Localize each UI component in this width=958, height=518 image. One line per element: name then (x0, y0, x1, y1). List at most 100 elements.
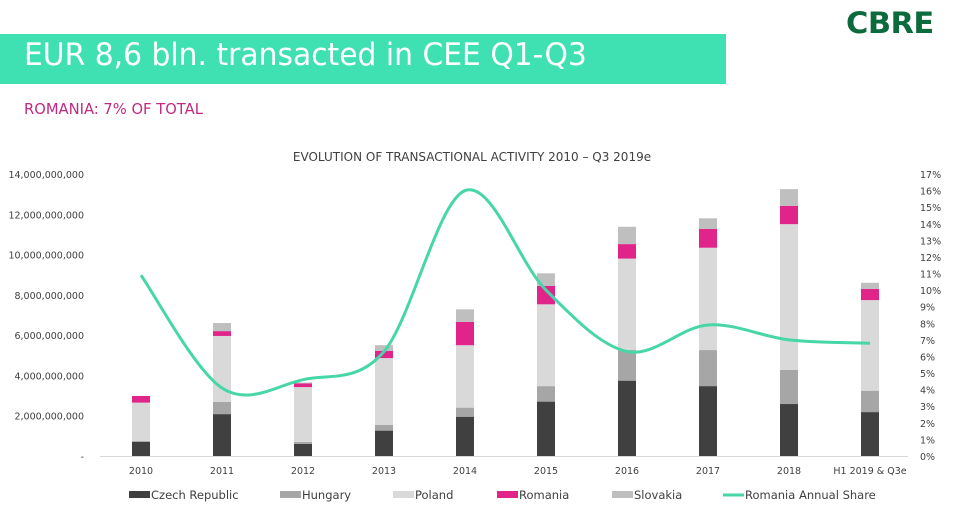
y-tick-label: 2,000,000,000 (14, 412, 84, 423)
y2-tick-label: 1% (920, 435, 935, 446)
y2-tick-label: 6% (920, 352, 935, 363)
bar-segment-hungary (780, 369, 798, 405)
bar-segment-romania (456, 321, 474, 346)
bar-segment-slovakia (375, 345, 393, 351)
legend-item: Romania Annual Share (723, 488, 876, 502)
y2-tick-label: 15% (920, 203, 941, 214)
bar-segment-hungary (618, 350, 636, 381)
legend-swatch (612, 491, 633, 498)
legend-label: Slovakia (634, 488, 682, 502)
bar-segment-czech-republic (537, 401, 555, 456)
bar-segment-romania (132, 395, 150, 403)
chart-legend: Czech Republic Hungary Poland Romania Slovak… (129, 488, 876, 502)
bar-stack (294, 382, 312, 456)
bar-segment-slovakia (780, 189, 798, 206)
y2-tick-label: 8% (920, 319, 935, 330)
y-tick-label: 4,000,000,000 (14, 371, 84, 382)
bar-segment-romania (375, 350, 393, 359)
bar-segment-czech-republic (780, 404, 798, 456)
bar-stack (537, 273, 555, 456)
y2-tick-label: 17% (920, 170, 941, 181)
legend-item: Czech Republic (129, 488, 239, 502)
bar-stack (618, 226, 636, 456)
y-axis-left: - 2,000,000,000 4,000,000,000 6,000,000,000… (8, 170, 84, 463)
legend-label: Poland (415, 488, 453, 502)
bar-segment-romania (213, 331, 231, 336)
y2-tick-label: 2% (920, 419, 935, 430)
bar-stacks (132, 189, 879, 456)
x-tick-label: 2018 (777, 466, 801, 477)
x-tick-label: 2016 (615, 466, 639, 477)
bar-segment-czech-republic (294, 443, 312, 456)
bar-stack (132, 395, 150, 456)
y2-tick-label: 7% (920, 336, 935, 347)
bar-segment-romania (780, 205, 798, 225)
bar-segment-poland (294, 387, 312, 442)
bar-segment-poland (780, 224, 798, 370)
bar-segment-czech-republic (699, 386, 717, 456)
y-tick-label: 10,000,000,000 (8, 251, 84, 262)
y2-tick-label: 5% (920, 369, 935, 380)
y2-tick-label: 9% (920, 303, 935, 314)
bar-segment-hungary (375, 424, 393, 431)
bar-segment-czech-republic (213, 414, 231, 456)
legend-item: Romania (497, 488, 569, 502)
bar-segment-czech-republic (618, 380, 636, 456)
bar-stack (780, 189, 798, 456)
bar-segment-hungary (456, 407, 474, 417)
bar-stack (861, 282, 879, 456)
legend-item: Slovakia (612, 488, 682, 502)
bar-segment-romania (699, 228, 717, 248)
y-tick-label: 12,000,000,000 (8, 210, 84, 221)
x-tick-label: 2014 (453, 466, 477, 477)
cbre-logo: CBRE (846, 6, 934, 40)
bar-segment-slovakia (861, 282, 879, 290)
y2-tick-label: 13% (920, 236, 941, 247)
page-subtitle: ROMANIA: 7% OF TOTAL (24, 100, 203, 118)
y2-tick-label: 14% (920, 220, 941, 231)
y2-tick-label: 11% (920, 270, 941, 281)
legend-swatch (129, 491, 150, 498)
bar-stack (699, 218, 717, 456)
title-banner: EUR 8,6 bln. transacted in CEE Q1-Q3 (0, 34, 726, 84)
bar-segment-slovakia (456, 309, 474, 322)
chart-title: EVOLUTION OF TRANSACTIONAL ACTIVITY 2010… (293, 150, 651, 164)
bar-segment-slovakia (618, 226, 636, 245)
bar-stack (456, 309, 474, 456)
y-axis-right: 0% 1% 2% 3% 4% 5% 6% 7% 8% 9% 10% 11% 12% 13% 14% 15% 16… (920, 170, 941, 463)
legend-label: Romania Annual Share (745, 488, 876, 502)
legend-label: Hungary (302, 488, 351, 502)
bar-segment-romania (294, 383, 312, 388)
y2-tick-label: 16% (920, 187, 941, 198)
bar-segment-poland (132, 402, 150, 441)
bar-segment-hungary (132, 440, 150, 442)
y-tick-label: 14,000,000,000 (8, 170, 84, 181)
y2-tick-label: 3% (920, 402, 935, 413)
bar-segment-slovakia (699, 218, 717, 229)
bar-segment-poland (699, 247, 717, 351)
legend-swatch (497, 491, 518, 498)
bar-segment-poland (456, 345, 474, 408)
legend-swatch (280, 491, 301, 498)
bar-segment-poland (861, 300, 879, 391)
bar-segment-poland (537, 304, 555, 387)
bar-segment-czech-republic (456, 416, 474, 456)
legend-item: Hungary (280, 488, 351, 502)
y2-tick-label: 4% (920, 386, 935, 397)
romania-share-line (139, 188, 871, 397)
y2-tick-label: 12% (920, 253, 941, 264)
x-tick-label: 2012 (291, 466, 315, 477)
legend-swatch (393, 491, 414, 498)
bar-segment-czech-republic (375, 430, 393, 456)
bar-segment-hungary (294, 441, 312, 444)
y-tick-label: 6,000,000,000 (14, 331, 84, 342)
bar-segment-romania (537, 285, 555, 305)
x-tick-label: 2015 (534, 466, 558, 477)
legend-label: Romania (519, 488, 569, 502)
bar-segment-romania (861, 289, 879, 301)
bar-segment-czech-republic (132, 441, 150, 456)
x-tick-label: 2010 (129, 466, 153, 477)
y2-tick-label: 10% (920, 286, 941, 297)
x-tick-label: H1 2019 & Q3e (833, 466, 906, 477)
